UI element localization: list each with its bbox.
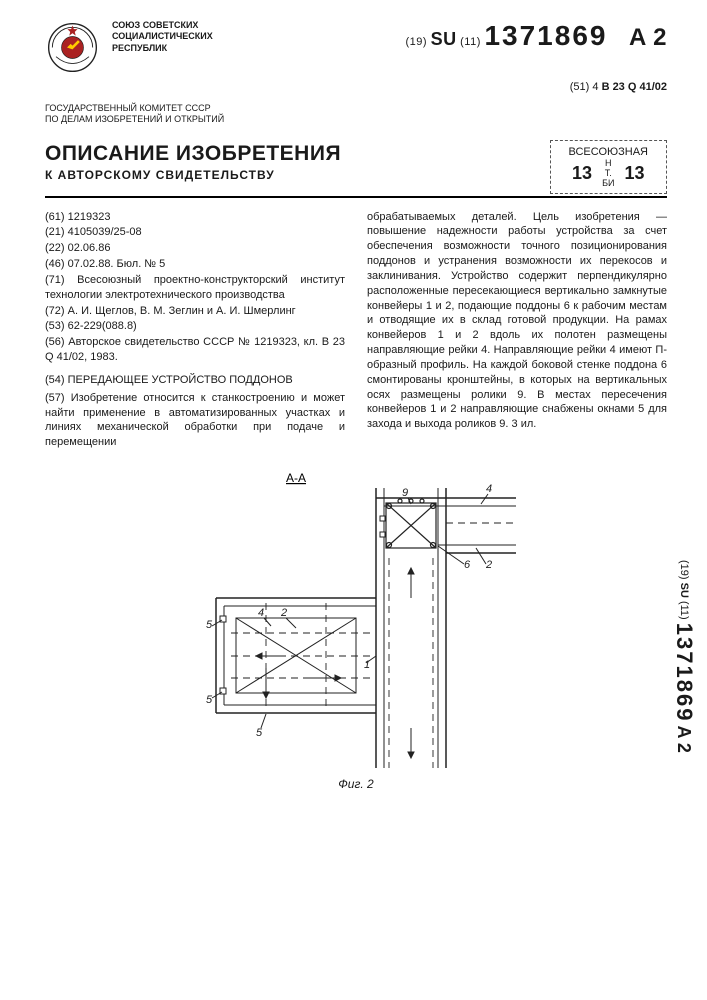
field-61: (61) 1219323 (45, 210, 345, 225)
svg-text:9: 9 (402, 487, 408, 499)
field-72: (72) А. И. Щеглов, В. М. Зеглин и А. И. … (45, 304, 345, 319)
library-stamp: ВСЕСОЮЗНАЯ 13 Н Т. БИ 13 (550, 140, 668, 194)
union-text: СОЮЗ СОВЕТСКИХ СОЦИАЛИСТИЧЕСКИХ РЕСПУБЛИ… (112, 20, 252, 54)
field-22: (22) 02.06.86 (45, 241, 345, 256)
ipc-code: (51) 4 B 23 Q 41/02 (45, 81, 667, 93)
bibliographic-block: (61) 1219323 (21) 4105039/25-08 (22) 02.… (45, 210, 345, 365)
svg-text:А-А: А-А (286, 471, 306, 485)
svg-text:2: 2 (485, 559, 492, 571)
figure-2: А-А (45, 468, 667, 791)
svg-text:4: 4 (486, 483, 492, 495)
svg-text:2: 2 (280, 607, 287, 619)
field-46: (46) 07.02.88. Бюл. № 5 (45, 257, 345, 272)
publication-number: (19) SU (11) 1371869 A 2 (405, 20, 667, 52)
divider (45, 196, 667, 198)
abstract-right: обрабатываемых деталей. Цель изобретения… (367, 210, 667, 433)
figure-caption: Фиг. 2 (45, 777, 667, 791)
invention-title: (54) ПЕРЕДАЮЩЕЕ УСТРОЙСТВО ПОДДОНОВ (45, 373, 345, 388)
svg-text:4: 4 (258, 607, 264, 619)
abstract-left: (57) Изобретение относится к станкострое… (45, 391, 345, 450)
field-56: (56) Авторское свидетельство СССР № 1219… (45, 335, 345, 365)
svg-text:5: 5 (206, 694, 213, 706)
svg-text:6: 6 (464, 559, 471, 571)
state-emblem (45, 20, 100, 75)
svg-text:5: 5 (256, 727, 263, 739)
field-71: (71) Всесоюзный проектно-конструкторский… (45, 273, 345, 303)
field-21: (21) 4105039/25-08 (45, 225, 345, 240)
field-53: (53) 62-229(088.8) (45, 319, 345, 334)
committee-text: ГОСУДАРСТВЕННЫЙ КОМИТЕТ СССР ПО ДЕЛАМ ИЗ… (45, 103, 667, 126)
svg-text:5: 5 (206, 619, 213, 631)
side-publication-code: (19) SU (11) 1371869 A 2 (671, 560, 697, 753)
